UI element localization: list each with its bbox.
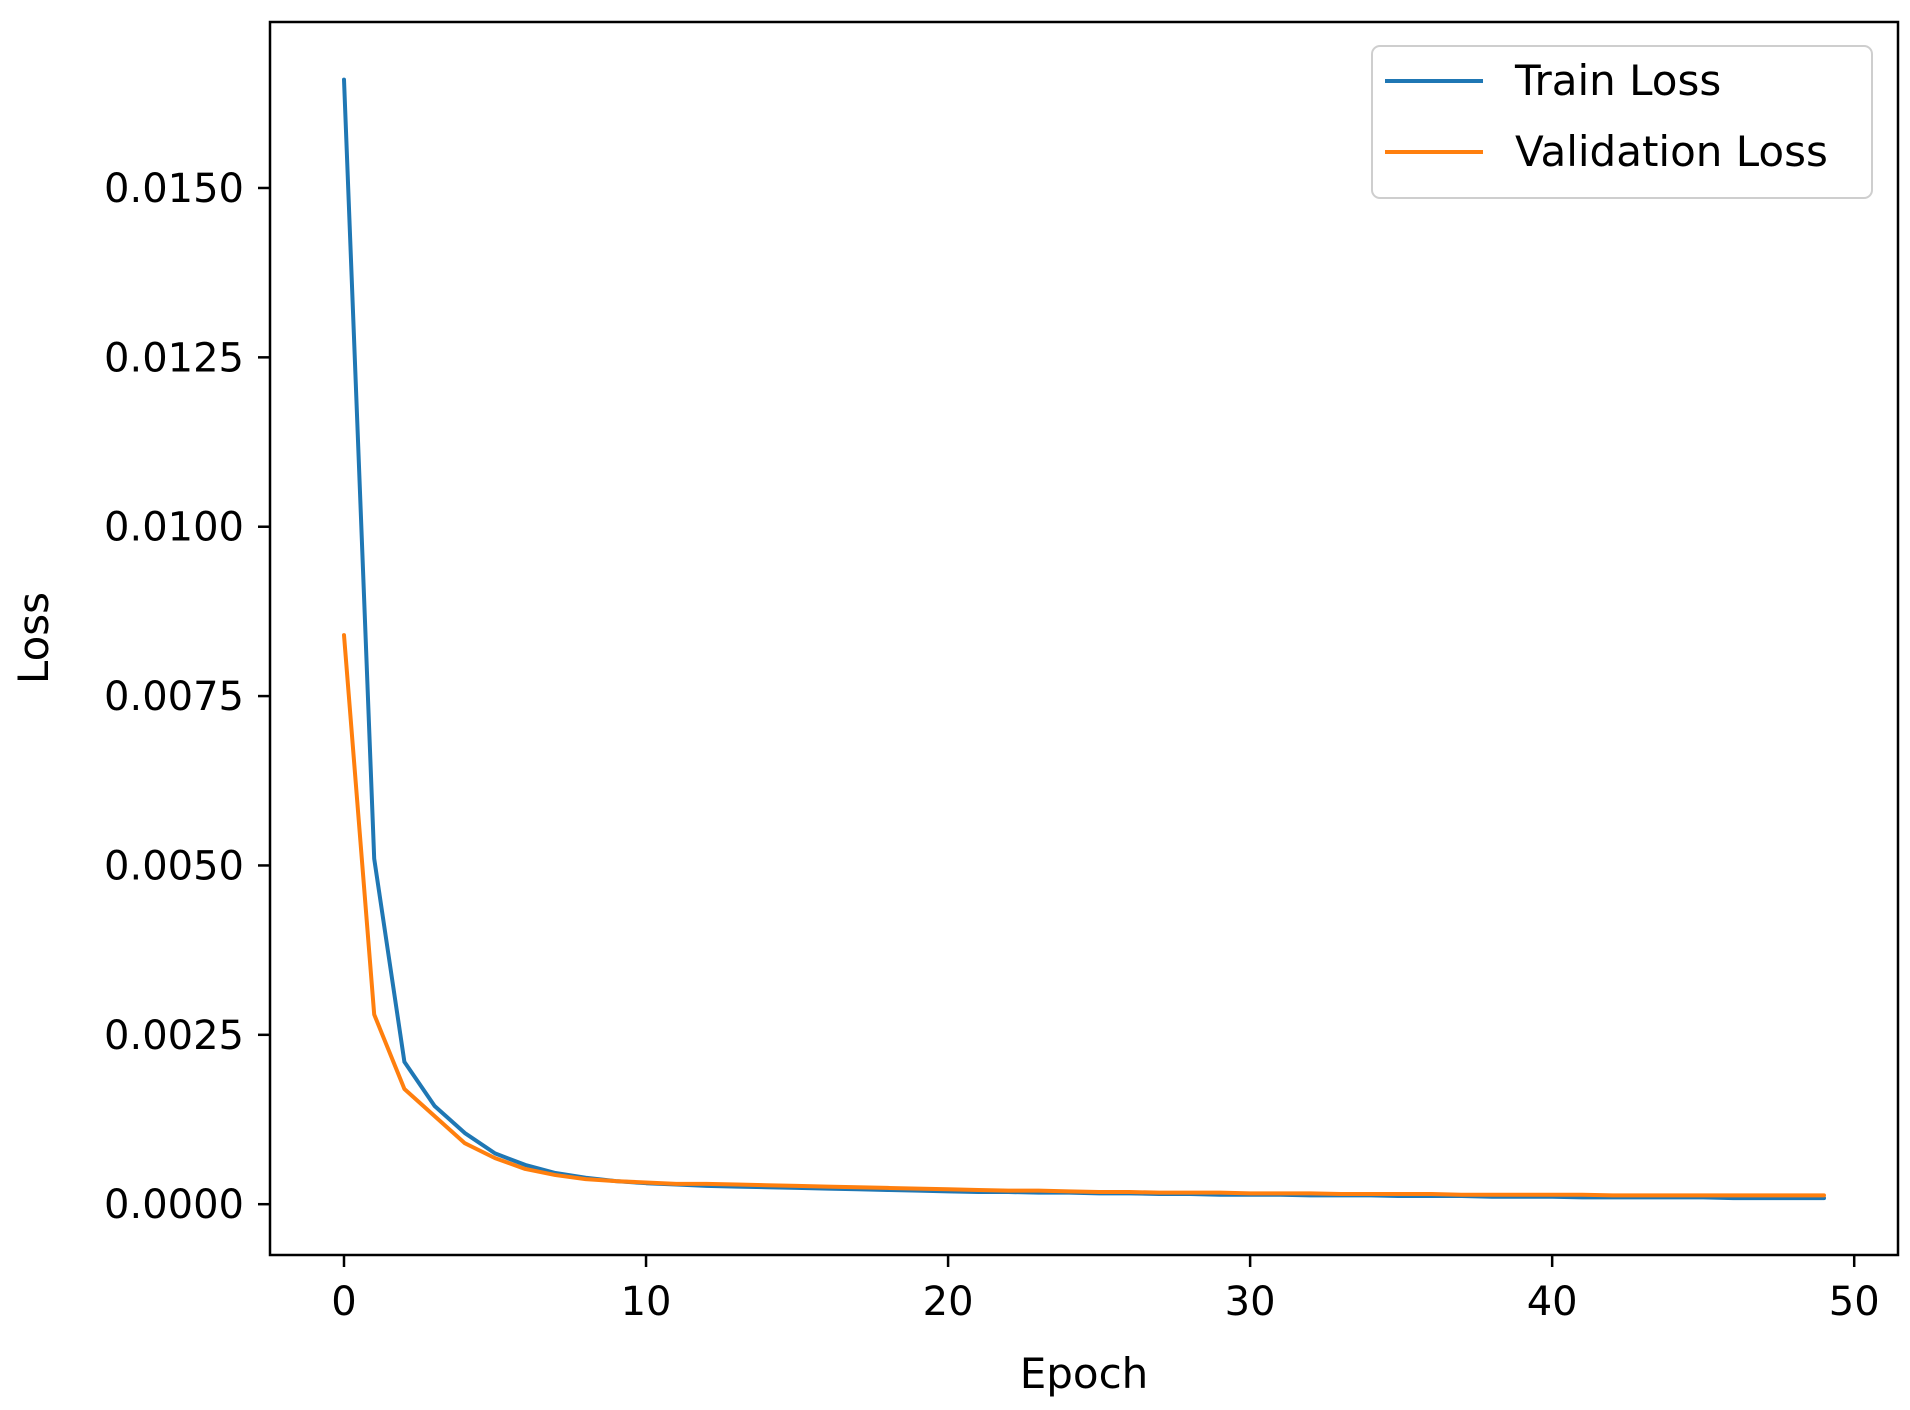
- series-line-validation-loss: [342, 633, 1826, 1198]
- x-tick-label: 30: [1225, 1279, 1276, 1325]
- x-tick-label: 50: [1829, 1279, 1880, 1325]
- legend-label-validation-loss: Validation Loss: [1515, 127, 1828, 176]
- y-tick-label: 0.0150: [104, 166, 244, 212]
- y-tick-label: 0.0050: [104, 843, 244, 889]
- y-tick-label: 0.0000: [104, 1182, 244, 1228]
- x-axis-label: Epoch: [1020, 1349, 1149, 1398]
- y-tick-label: 0.0025: [104, 1013, 244, 1059]
- y-tick-label: 0.0100: [104, 505, 244, 551]
- y-tick-label: 0.0125: [104, 335, 244, 381]
- plot-frame: [268, 20, 1900, 1257]
- legend-box: [1371, 45, 1873, 199]
- x-tick-label: 0: [331, 1279, 356, 1325]
- x-tick-label: 20: [923, 1279, 974, 1325]
- y-axis-label: Loss: [9, 592, 58, 684]
- series-line-train-loss: [342, 77, 1826, 1201]
- legend: Train Loss Validation Loss: [1371, 45, 1873, 199]
- x-axis: 0 10 20 30 40 50: [331, 1255, 1880, 1325]
- x-tick-label: 40: [1527, 1279, 1578, 1325]
- x-tick-label: 10: [621, 1279, 672, 1325]
- y-tick-label: 0.0075: [104, 674, 244, 720]
- y-axis: 0.0000 0.0025 0.0050 0.0075 0.0100 0.0125 0.01…: [104, 166, 270, 1228]
- legend-label-train-loss: Train Loss: [1514, 56, 1721, 105]
